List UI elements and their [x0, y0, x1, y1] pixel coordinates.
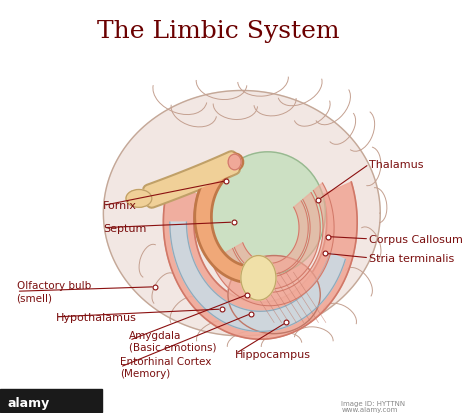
Ellipse shape [228, 155, 241, 171]
Polygon shape [170, 223, 345, 332]
Text: Corpus Callosum: Corpus Callosum [369, 234, 463, 244]
Text: Olfactory bulb
(smell): Olfactory bulb (smell) [17, 281, 91, 302]
Ellipse shape [210, 152, 325, 275]
Text: Stria terminalis: Stria terminalis [369, 253, 455, 263]
Text: alamy: alamy [8, 396, 50, 409]
Polygon shape [224, 193, 320, 290]
Text: Hypothalamus: Hypothalamus [55, 312, 136, 322]
Ellipse shape [241, 256, 276, 300]
Text: Fornix: Fornix [103, 201, 137, 211]
Text: Thalamus: Thalamus [369, 160, 424, 170]
Bar [0, 389, 101, 412]
Polygon shape [211, 183, 334, 306]
Polygon shape [164, 183, 357, 339]
Polygon shape [103, 91, 380, 336]
Ellipse shape [126, 190, 152, 208]
Text: Septum: Septum [103, 223, 147, 233]
Ellipse shape [228, 256, 320, 334]
Text: www.alamy.com: www.alamy.com [341, 406, 398, 413]
Text: Hippocampus: Hippocampus [236, 349, 311, 359]
Text: Image ID: HYTTNN: Image ID: HYTTNN [341, 400, 406, 406]
Text: The Limbic System: The Limbic System [98, 20, 340, 43]
Polygon shape [234, 201, 308, 275]
Text: Entorhinal Cortex
(Memory): Entorhinal Cortex (Memory) [120, 356, 211, 378]
Text: Amygdala
(Basic emotions): Amygdala (Basic emotions) [129, 330, 217, 351]
